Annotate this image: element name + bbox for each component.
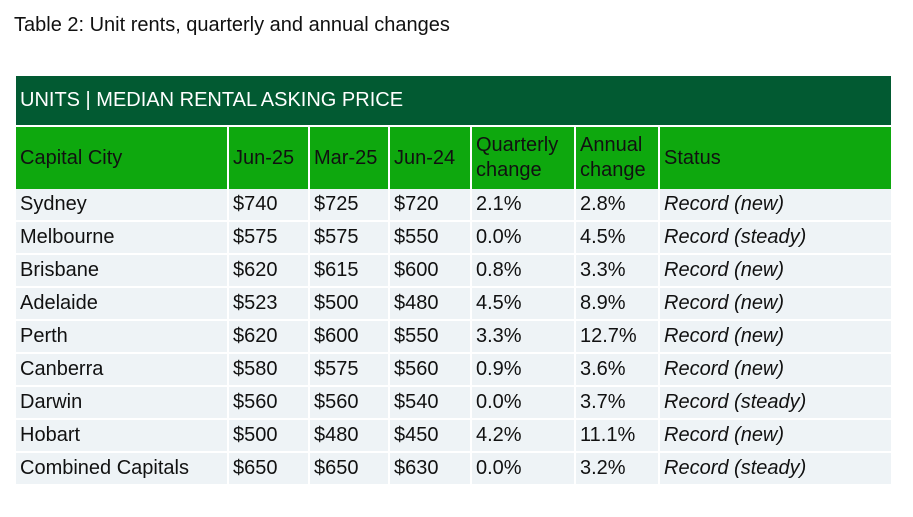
cell-mar-25: $560 bbox=[310, 385, 390, 418]
cell-status: Record (new) bbox=[660, 189, 892, 220]
table-row: Melbourne $575 $575 $550 0.0% 4.5% Record (ste… bbox=[16, 220, 892, 253]
cell-jun-25: $650 bbox=[229, 451, 310, 484]
cell-status: Record (steady) bbox=[660, 220, 892, 253]
cell-annual-change: 3.6% bbox=[576, 352, 660, 385]
table-row: Perth $620 $600 $550 3.3% 12.7% Record (new) bbox=[16, 319, 892, 352]
cell-mar-25: $725 bbox=[310, 189, 390, 220]
cell-jun-24: $550 bbox=[390, 220, 472, 253]
cell-city: Canberra bbox=[16, 352, 229, 385]
cell-jun-24: $550 bbox=[390, 319, 472, 352]
cell-quarterly-change: 4.5% bbox=[472, 286, 576, 319]
column-header-quarterly-change: Quarterly change bbox=[472, 127, 576, 189]
cell-mar-25: $575 bbox=[310, 220, 390, 253]
column-header-capital-city: Capital City bbox=[16, 127, 229, 189]
column-header-mar-25: Mar-25 bbox=[310, 127, 390, 189]
cell-jun-25: $740 bbox=[229, 189, 310, 220]
table-row: Sydney $740 $725 $720 2.1% 2.8% Record (new) bbox=[16, 189, 892, 220]
cell-quarterly-change: 3.3% bbox=[472, 319, 576, 352]
cell-city: Brisbane bbox=[16, 253, 229, 286]
cell-city: Hobart bbox=[16, 418, 229, 451]
cell-jun-24: $720 bbox=[390, 189, 472, 220]
cell-annual-change: 8.9% bbox=[576, 286, 660, 319]
column-header-status: Status bbox=[660, 127, 892, 189]
cell-city: Combined Capitals bbox=[16, 451, 229, 484]
cell-jun-25: $620 bbox=[229, 319, 310, 352]
cell-jun-24: $560 bbox=[390, 352, 472, 385]
cell-quarterly-change: 2.1% bbox=[472, 189, 576, 220]
cell-annual-change: 3.7% bbox=[576, 385, 660, 418]
cell-jun-25: $560 bbox=[229, 385, 310, 418]
table-row: Adelaide $523 $500 $480 4.5% 8.9% Record (new) bbox=[16, 286, 892, 319]
table-body: Sydney $740 $725 $720 2.1% 2.8% Record (new) Me… bbox=[16, 189, 892, 484]
cell-annual-change: 2.8% bbox=[576, 189, 660, 220]
column-header-annual-change: Annual change bbox=[576, 127, 660, 189]
table-row: Brisbane $620 $615 $600 0.8% 3.3% Record (new) bbox=[16, 253, 892, 286]
cell-mar-25: $500 bbox=[310, 286, 390, 319]
cell-annual-change: 3.3% bbox=[576, 253, 660, 286]
cell-quarterly-change: 0.0% bbox=[472, 451, 576, 484]
cell-city: Darwin bbox=[16, 385, 229, 418]
cell-quarterly-change: 0.8% bbox=[472, 253, 576, 286]
cell-jun-24: $540 bbox=[390, 385, 472, 418]
cell-jun-24: $450 bbox=[390, 418, 472, 451]
cell-annual-change: 12.7% bbox=[576, 319, 660, 352]
cell-mar-25: $650 bbox=[310, 451, 390, 484]
cell-jun-25: $575 bbox=[229, 220, 310, 253]
cell-status: Record (new) bbox=[660, 418, 892, 451]
cell-jun-24: $600 bbox=[390, 253, 472, 286]
cell-mar-25: $480 bbox=[310, 418, 390, 451]
cell-quarterly-change: 0.9% bbox=[472, 352, 576, 385]
cell-quarterly-change: 0.0% bbox=[472, 385, 576, 418]
column-header-jun-25: Jun-25 bbox=[229, 127, 310, 189]
cell-jun-24: $480 bbox=[390, 286, 472, 319]
cell-city: Melbourne bbox=[16, 220, 229, 253]
cell-city: Perth bbox=[16, 319, 229, 352]
cell-quarterly-change: 4.2% bbox=[472, 418, 576, 451]
table-row: Hobart $500 $480 $450 4.2% 11.1% Record (new) bbox=[16, 418, 892, 451]
cell-status: Record (new) bbox=[660, 253, 892, 286]
cell-quarterly-change: 0.0% bbox=[472, 220, 576, 253]
cell-jun-25: $580 bbox=[229, 352, 310, 385]
table-row: Combined Capitals $650 $650 $630 0.0% 3.2% Rec… bbox=[16, 451, 892, 484]
cell-jun-24: $630 bbox=[390, 451, 472, 484]
cell-mar-25: $575 bbox=[310, 352, 390, 385]
cell-jun-25: $500 bbox=[229, 418, 310, 451]
table-banner: UNITS | MEDIAN RENTAL ASKING PRICE bbox=[16, 76, 892, 127]
cell-status: Record (new) bbox=[660, 286, 892, 319]
cell-status: Record (new) bbox=[660, 319, 892, 352]
table-row: Darwin $560 $560 $540 0.0% 3.7% Record (steady… bbox=[16, 385, 892, 418]
cell-annual-change: 4.5% bbox=[576, 220, 660, 253]
table-caption: Table 2: Unit rents, quarterly and annua… bbox=[14, 14, 450, 36]
table-row: Canberra $580 $575 $560 0.9% 3.6% Record (new) bbox=[16, 352, 892, 385]
cell-jun-25: $620 bbox=[229, 253, 310, 286]
column-header-jun-24: Jun-24 bbox=[390, 127, 472, 189]
unit-rents-table: UNITS | MEDIAN RENTAL ASKING PRICE Capit… bbox=[16, 76, 892, 484]
cell-status: Record (new) bbox=[660, 352, 892, 385]
cell-mar-25: $615 bbox=[310, 253, 390, 286]
cell-annual-change: 3.2% bbox=[576, 451, 660, 484]
cell-annual-change: 11.1% bbox=[576, 418, 660, 451]
cell-city: Sydney bbox=[16, 189, 229, 220]
cell-mar-25: $600 bbox=[310, 319, 390, 352]
cell-city: Adelaide bbox=[16, 286, 229, 319]
cell-status: Record (steady) bbox=[660, 451, 892, 484]
cell-jun-25: $523 bbox=[229, 286, 310, 319]
cell-status: Record (steady) bbox=[660, 385, 892, 418]
